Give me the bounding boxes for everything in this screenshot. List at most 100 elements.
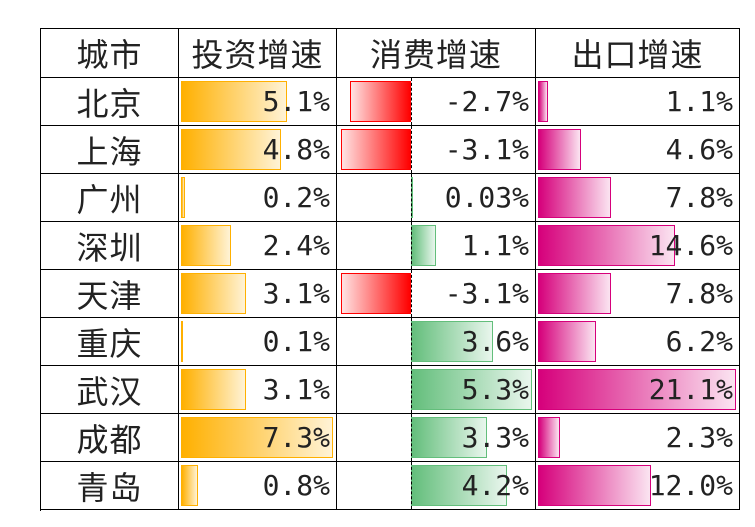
investment-growth-value: 2.4% xyxy=(262,229,330,262)
investment-growth-value: 0.1% xyxy=(262,325,330,358)
city-cell[interactable]: 北京 xyxy=(41,78,179,126)
investment-growth-value: 4.8% xyxy=(262,133,330,166)
investment-data-bar xyxy=(181,129,281,170)
investment-growth-cell[interactable]: 0.2% xyxy=(179,174,337,222)
zero-axis-line xyxy=(411,462,413,509)
investment-data-bar xyxy=(181,225,231,266)
consumption-data-bar xyxy=(411,321,494,362)
investment-growth-cell[interactable]: 5.1% xyxy=(179,78,337,126)
header-cell-export[interactable]: 出口增速 xyxy=(536,29,740,78)
export-growth-cell[interactable]: 4.6% xyxy=(536,126,740,174)
city-name: 青岛 xyxy=(76,468,143,507)
export-growth-value: 12.0% xyxy=(648,469,733,502)
city-cell[interactable]: 深圳 xyxy=(41,222,179,270)
investment-growth-value: 7.3% xyxy=(262,421,330,454)
consumption-growth-cell[interactable]: 5.3% xyxy=(337,366,536,414)
export-growth-cell[interactable]: 14.6% xyxy=(536,222,740,270)
export-data-bar xyxy=(538,417,560,458)
consumption-data-bar xyxy=(411,465,507,506)
city-name: 武汉 xyxy=(76,372,143,411)
investment-data-bar xyxy=(181,321,184,362)
consumption-growth-cell[interactable]: 1.1% xyxy=(337,222,536,270)
export-growth-cell[interactable]: 2.3% xyxy=(536,414,740,462)
city-name: 上海 xyxy=(76,132,143,171)
export-data-bar xyxy=(538,465,651,506)
export-growth-cell[interactable]: 6.2% xyxy=(536,318,740,366)
zero-axis-line xyxy=(411,222,413,269)
investment-growth-cell[interactable]: 3.1% xyxy=(179,366,337,414)
investment-growth-cell[interactable]: 2.4% xyxy=(179,222,337,270)
investment-growth-value: 3.1% xyxy=(262,373,330,406)
export-data-bar xyxy=(538,177,612,218)
investment-growth-cell[interactable]: 7.3% xyxy=(179,414,337,462)
investment-data-bar xyxy=(181,465,198,506)
consumption-growth-cell[interactable]: 3.6% xyxy=(337,318,536,366)
city-cell[interactable]: 天津 xyxy=(41,270,179,318)
consumption-growth-value: 0.03% xyxy=(444,181,529,214)
export-growth-value: 21.1% xyxy=(648,373,733,406)
zero-axis-line xyxy=(411,174,413,221)
export-data-bar xyxy=(538,225,675,266)
consumption-data-bar xyxy=(411,225,437,266)
column-header-label: 城市 xyxy=(76,36,143,74)
consumption-growth-cell[interactable]: -2.7% xyxy=(337,78,536,126)
export-growth-cell[interactable]: 1.1% xyxy=(536,78,740,126)
city-cell[interactable]: 重庆 xyxy=(41,318,179,366)
investment-growth-value: 0.8% xyxy=(262,469,330,502)
consumption-data-bar xyxy=(341,273,412,314)
export-growth-cell[interactable]: 21.1% xyxy=(536,366,740,414)
investment-growth-cell[interactable]: 4.8% xyxy=(179,126,337,174)
city-cell[interactable]: 成都 xyxy=(41,414,179,462)
city-cell[interactable]: 武汉 xyxy=(41,366,179,414)
consumption-growth-value: -3.1% xyxy=(444,277,529,310)
column-header-label: 投资增速 xyxy=(191,36,324,74)
city-name: 广州 xyxy=(76,180,143,219)
consumption-growth-cell[interactable]: 0.03% xyxy=(337,174,536,222)
investment-data-bar xyxy=(181,417,333,458)
consumption-growth-value: 3.3% xyxy=(461,421,529,454)
investment-growth-cell[interactable]: 0.1% xyxy=(179,318,337,366)
zero-axis-line xyxy=(411,366,413,413)
export-growth-value: 14.6% xyxy=(648,229,733,262)
export-growth-value: 4.6% xyxy=(665,133,733,166)
consumption-data-bar xyxy=(350,81,412,122)
city-name: 北京 xyxy=(76,84,143,123)
consumption-growth-value: 4.2% xyxy=(461,469,529,502)
export-growth-cell[interactable]: 12.0% xyxy=(536,462,740,510)
consumption-data-bar xyxy=(411,369,532,410)
city-name: 天津 xyxy=(76,276,143,315)
investment-growth-cell[interactable]: 0.8% xyxy=(179,462,337,510)
consumption-growth-cell[interactable]: -3.1% xyxy=(337,270,536,318)
export-growth-value: 7.8% xyxy=(665,277,733,310)
consumption-data-bar xyxy=(341,129,412,170)
header-cell-city[interactable]: 城市 xyxy=(41,29,179,78)
export-data-bar xyxy=(538,81,549,122)
consumption-growth-cell[interactable]: 3.3% xyxy=(337,414,536,462)
header-cell-investment[interactable]: 投资增速 xyxy=(179,29,337,78)
consumption-growth-value: 3.6% xyxy=(461,325,529,358)
investment-data-bar xyxy=(181,273,246,314)
header-cell-consumption[interactable]: 消费增速 xyxy=(337,29,536,78)
city-cell[interactable]: 上海 xyxy=(41,126,179,174)
consumption-growth-cell[interactable]: -3.1% xyxy=(337,126,536,174)
investment-growth-value: 5.1% xyxy=(262,85,330,118)
export-growth-cell[interactable]: 7.8% xyxy=(536,270,740,318)
city-name: 重庆 xyxy=(76,324,143,363)
investment-data-bar xyxy=(181,177,186,218)
consumption-growth-cell[interactable]: 4.2% xyxy=(337,462,536,510)
zero-axis-line xyxy=(411,414,413,461)
consumption-growth-value: 5.3% xyxy=(461,373,529,406)
investment-data-bar xyxy=(181,369,246,410)
export-growth-value: 2.3% xyxy=(665,421,733,454)
export-growth-cell[interactable]: 7.8% xyxy=(536,174,740,222)
export-data-bar xyxy=(538,273,612,314)
column-header-label: 消费增速 xyxy=(369,36,502,74)
city-name: 成都 xyxy=(76,420,143,459)
city-cell[interactable]: 青岛 xyxy=(41,462,179,510)
export-growth-value: 7.8% xyxy=(665,181,733,214)
zero-axis-line xyxy=(411,318,413,365)
city-cell[interactable]: 广州 xyxy=(41,174,179,222)
investment-growth-cell[interactable]: 3.1% xyxy=(179,270,337,318)
investment-data-bar xyxy=(181,81,288,122)
